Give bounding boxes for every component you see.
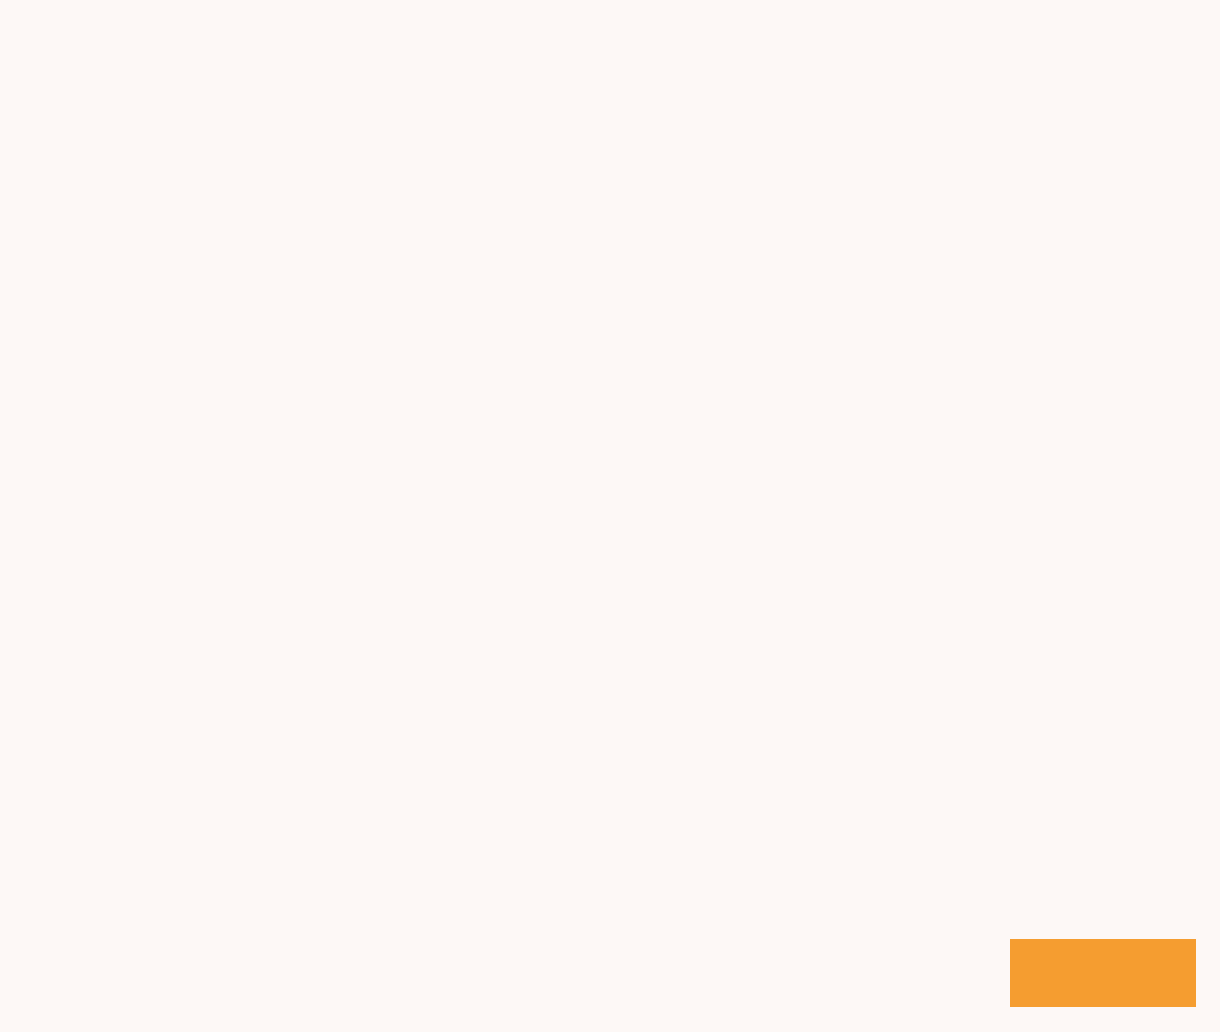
slice-label-maybe-cant-say: [40, 663, 278, 693]
page-title: [30, 26, 1026, 70]
chart-header: [30, 26, 1180, 70]
mint-logo-mark: [1010, 939, 1196, 1007]
mint-logo: [1010, 939, 1196, 1014]
